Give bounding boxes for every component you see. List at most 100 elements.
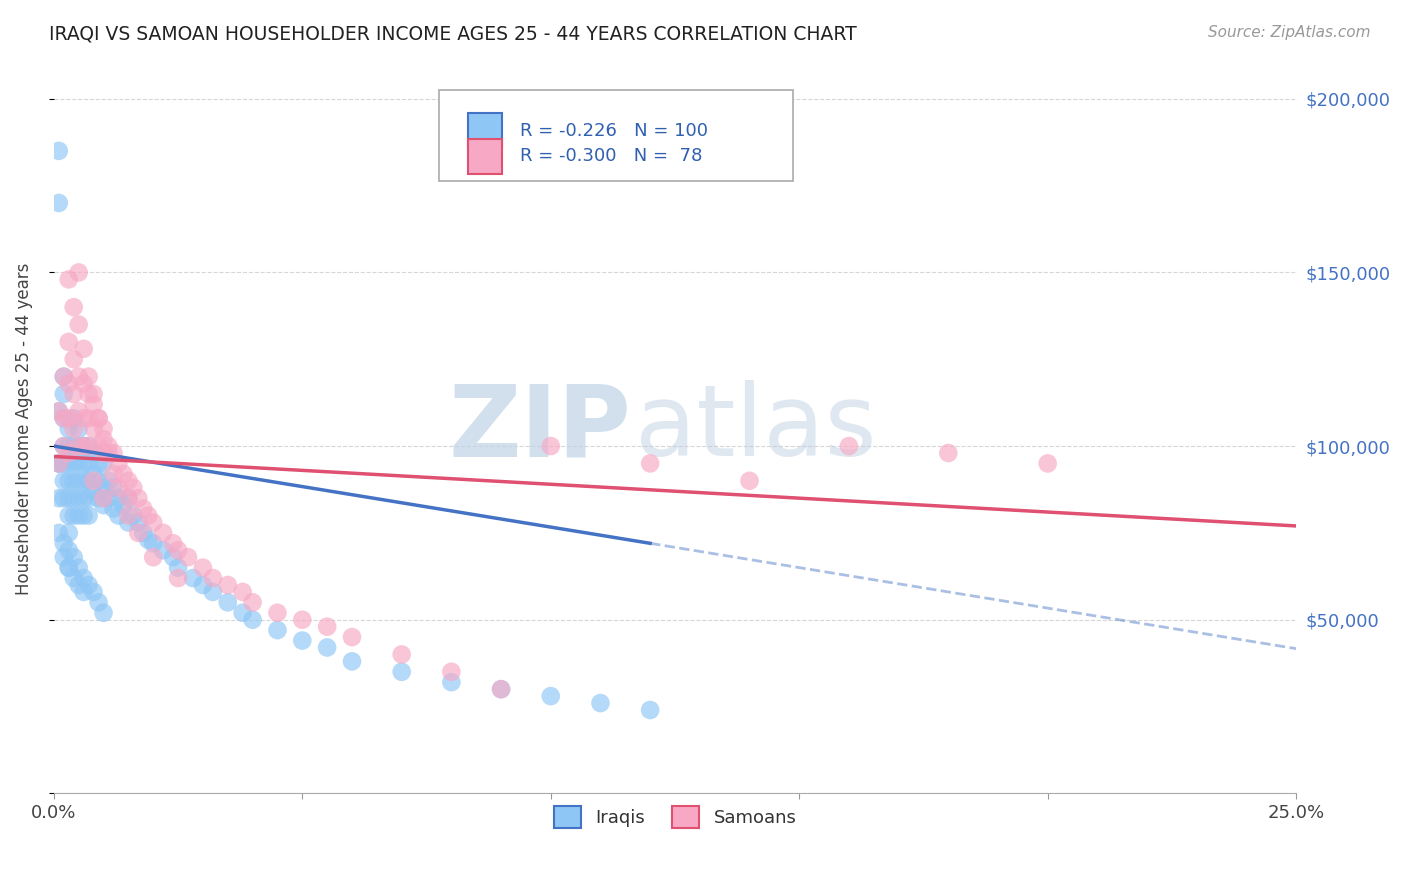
Point <box>93 491 115 505</box>
Point <box>67 578 90 592</box>
Point <box>77 411 100 425</box>
Point <box>77 508 100 523</box>
Point <box>93 457 115 471</box>
Point <box>52 369 75 384</box>
Point <box>62 474 84 488</box>
Point <box>540 439 562 453</box>
Point <box>440 675 463 690</box>
Point <box>266 606 288 620</box>
FancyBboxPatch shape <box>468 138 502 174</box>
Point <box>83 467 105 481</box>
Point <box>391 665 413 679</box>
Point <box>72 411 94 425</box>
Point <box>340 630 363 644</box>
Point <box>62 352 84 367</box>
Point <box>58 439 80 453</box>
Point <box>589 696 612 710</box>
Point <box>52 550 75 565</box>
Point <box>127 516 149 530</box>
Point <box>48 525 70 540</box>
Text: ZIP: ZIP <box>449 380 631 477</box>
Point <box>162 536 184 550</box>
Point <box>52 439 75 453</box>
Point <box>136 508 159 523</box>
Point <box>72 457 94 471</box>
Point <box>58 508 80 523</box>
Point <box>191 578 214 592</box>
Point <box>117 491 139 505</box>
Point <box>52 457 75 471</box>
Point <box>127 525 149 540</box>
Point <box>58 376 80 391</box>
Point <box>67 369 90 384</box>
Point <box>97 439 120 453</box>
Point <box>177 550 200 565</box>
Point <box>87 411 110 425</box>
Point <box>97 474 120 488</box>
Point <box>107 491 129 505</box>
Point <box>112 498 135 512</box>
Point <box>77 369 100 384</box>
Point <box>181 571 204 585</box>
FancyBboxPatch shape <box>468 113 502 148</box>
Point <box>391 648 413 662</box>
Point <box>48 404 70 418</box>
Point <box>142 516 165 530</box>
Point <box>167 571 190 585</box>
Point <box>72 376 94 391</box>
Point <box>62 550 84 565</box>
Point <box>87 474 110 488</box>
Point <box>67 404 90 418</box>
Point <box>103 446 125 460</box>
Point <box>48 457 70 471</box>
Point <box>93 606 115 620</box>
Legend: Iraqis, Samoans: Iraqis, Samoans <box>547 799 804 836</box>
Text: R = -0.226   N = 100: R = -0.226 N = 100 <box>520 122 707 140</box>
Point <box>83 397 105 411</box>
Point <box>58 474 80 488</box>
Point <box>93 422 115 436</box>
Point <box>83 387 105 401</box>
Point <box>217 595 239 609</box>
Point <box>152 525 174 540</box>
Point <box>117 508 139 523</box>
Point <box>62 411 84 425</box>
Point <box>162 550 184 565</box>
Point <box>103 501 125 516</box>
FancyBboxPatch shape <box>439 89 793 181</box>
Point <box>72 439 94 453</box>
Point <box>112 467 135 481</box>
Point <box>87 439 110 453</box>
Point <box>316 640 339 655</box>
Point <box>52 387 75 401</box>
Point <box>936 446 959 460</box>
Point <box>48 144 70 158</box>
Point <box>242 595 264 609</box>
Point <box>83 585 105 599</box>
Point <box>83 474 105 488</box>
Point <box>122 481 145 495</box>
Point <box>62 571 84 585</box>
Point <box>48 196 70 211</box>
Point <box>440 665 463 679</box>
Point <box>489 682 512 697</box>
Point <box>142 550 165 565</box>
Point <box>316 620 339 634</box>
Point <box>72 439 94 453</box>
Point <box>62 300 84 314</box>
Point <box>117 491 139 505</box>
Point <box>52 369 75 384</box>
Point <box>540 689 562 703</box>
Point <box>58 334 80 349</box>
Point <box>67 265 90 279</box>
Point <box>738 474 761 488</box>
Point <box>167 560 190 574</box>
Point <box>117 516 139 530</box>
Point <box>58 560 80 574</box>
Text: atlas: atlas <box>636 380 877 477</box>
Point <box>638 457 661 471</box>
Point <box>117 474 139 488</box>
Point <box>72 342 94 356</box>
Point <box>201 571 224 585</box>
Point <box>132 525 155 540</box>
